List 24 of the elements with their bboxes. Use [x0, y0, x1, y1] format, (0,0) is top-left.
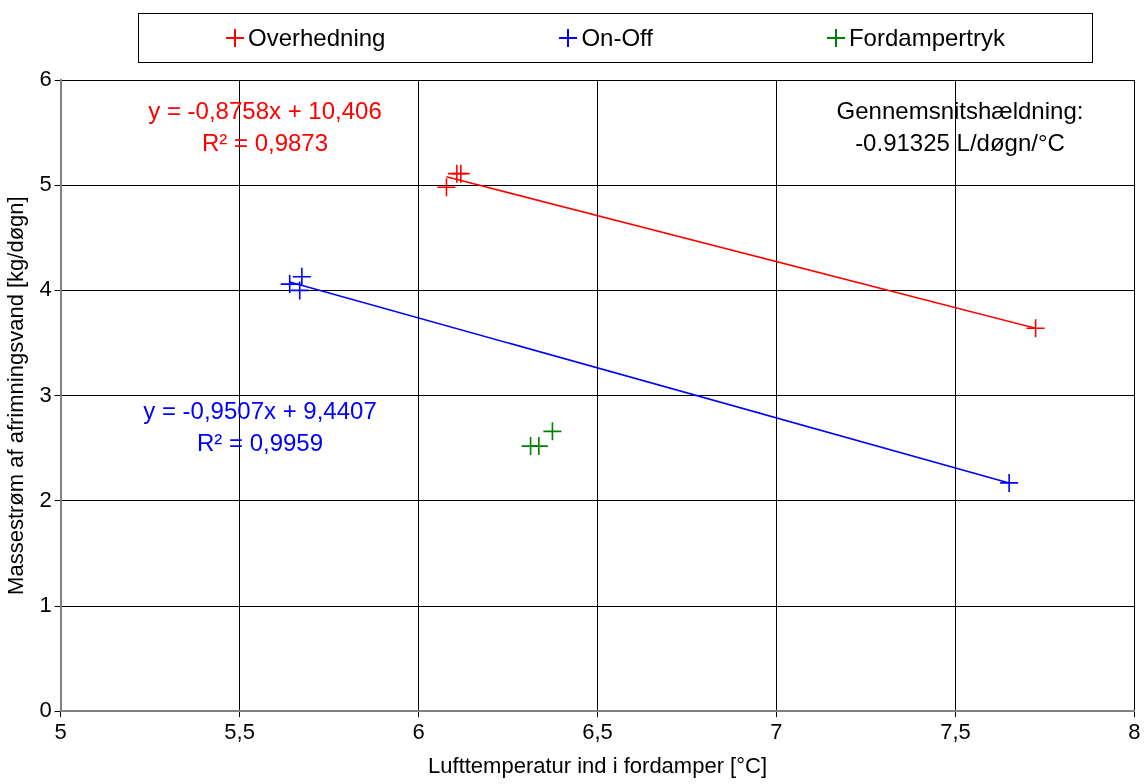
point	[999, 473, 1019, 493]
x-tick-label: 8	[1128, 719, 1141, 745]
legend-label: Overhedning	[247, 24, 386, 52]
point	[542, 421, 563, 442]
x-tick-label: 6	[412, 719, 425, 745]
x-axis-title: Lufttemperatur ind i fordamper [°C]	[428, 752, 767, 778]
x-tick-label: 5,5	[224, 719, 255, 745]
x-tick-label: 6,5	[582, 719, 613, 745]
y-tick-label: 4	[39, 276, 52, 302]
y-tick-label: 5	[39, 171, 52, 197]
y-tick-label: 1	[39, 592, 52, 618]
legend-label: On-Off	[581, 24, 653, 52]
legend-label: Fordampertryk	[848, 24, 1005, 52]
y-tick-label: 2	[39, 486, 52, 512]
x-tick-label: 7	[770, 719, 783, 745]
point	[292, 266, 312, 287]
point	[529, 436, 549, 456]
x-tick-label: 7,5	[940, 719, 971, 745]
point	[1025, 318, 1046, 339]
y-tick-label: 0	[39, 697, 52, 723]
y-axis-title: Massestrøm af afrimningsvand [kg/døgn]	[3, 196, 29, 595]
y-tick-label: 6	[39, 66, 52, 92]
point	[436, 177, 457, 198]
y-tick-label: 3	[39, 381, 52, 407]
